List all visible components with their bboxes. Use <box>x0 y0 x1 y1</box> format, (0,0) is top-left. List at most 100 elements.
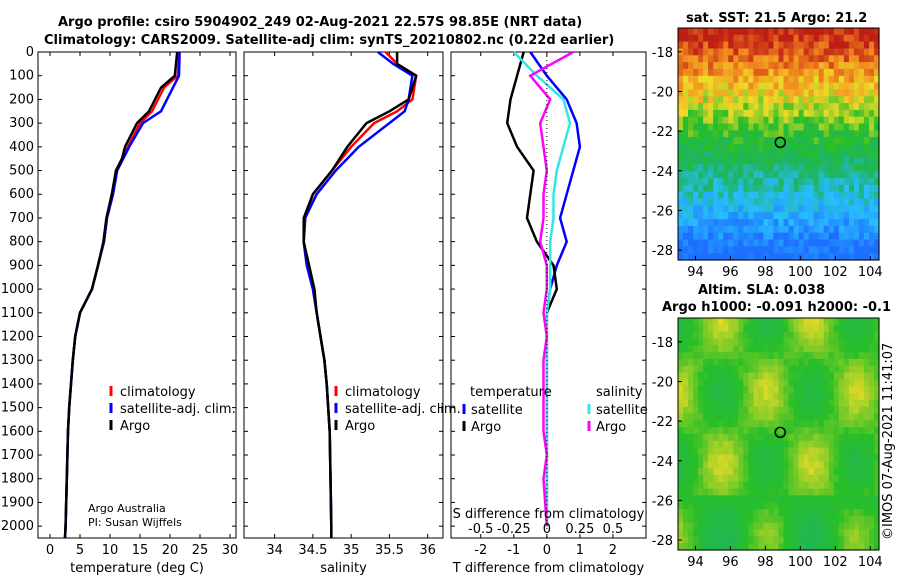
map-cell <box>828 89 835 97</box>
map-cell <box>678 393 684 401</box>
map-cell <box>843 413 850 421</box>
map-cell <box>818 454 825 462</box>
map-cell <box>823 536 830 544</box>
map-cell <box>843 96 850 104</box>
map-cell <box>718 219 724 227</box>
map-cell <box>763 239 769 247</box>
map-cell <box>688 509 694 517</box>
map-cell <box>778 393 785 401</box>
map-cell <box>823 48 830 56</box>
map-cell <box>748 440 754 449</box>
map-cell <box>683 372 689 380</box>
map-cell <box>718 157 724 165</box>
map-cell <box>788 536 795 544</box>
map-cell <box>723 427 729 435</box>
map-cell <box>728 386 734 394</box>
map-cell <box>758 365 764 374</box>
map-cell <box>808 157 815 165</box>
map-cell <box>818 509 825 517</box>
map-cell <box>823 157 830 165</box>
map-cell <box>848 495 855 503</box>
map-cell <box>678 474 684 483</box>
map-cell <box>808 338 815 346</box>
map-cell <box>718 358 724 367</box>
map-cell <box>723 89 729 97</box>
map-cell <box>823 474 830 483</box>
map-cell <box>848 103 855 111</box>
map-cell <box>833 157 840 165</box>
map-cell <box>718 184 724 193</box>
map-cell <box>813 137 820 145</box>
map-cell <box>828 318 835 326</box>
map-cell <box>788 253 795 261</box>
map-cell <box>693 420 699 428</box>
map-cell <box>688 75 694 84</box>
map-cell <box>758 536 764 544</box>
map-cell <box>688 68 694 77</box>
map-cell <box>728 144 734 152</box>
map-cell <box>708 454 714 462</box>
map-cell <box>798 75 805 84</box>
map-cell <box>863 406 870 415</box>
map-cell <box>869 130 875 138</box>
map-cell <box>678 62 684 70</box>
map-cell <box>869 331 875 339</box>
map-cell <box>703 365 709 374</box>
map-cell <box>813 372 820 380</box>
map-cell <box>763 529 769 537</box>
map-cell <box>783 406 790 415</box>
map-cell <box>843 318 850 326</box>
map-cell <box>683 481 689 490</box>
map-cell <box>838 48 845 56</box>
map-cell <box>678 157 684 165</box>
map-cell <box>763 116 769 125</box>
map-cell <box>733 379 739 387</box>
map-cell <box>803 488 810 496</box>
map-cell <box>874 82 880 90</box>
map-cell <box>823 191 830 200</box>
map-cell <box>823 529 830 537</box>
map-cell <box>678 345 684 353</box>
map-cell <box>748 406 754 415</box>
map-cell <box>708 440 714 449</box>
map-cell <box>843 89 850 97</box>
map-cell <box>678 89 684 97</box>
map-cell <box>723 130 729 138</box>
map-cell <box>803 164 810 172</box>
map-cell <box>718 130 724 138</box>
map-cell <box>778 232 785 241</box>
map-cell <box>813 358 820 367</box>
map-cell <box>783 372 790 380</box>
map-cell <box>733 103 739 111</box>
map-cell <box>874 184 880 193</box>
map-cell <box>783 509 790 517</box>
map-cell <box>738 468 744 476</box>
map-cell <box>848 137 855 145</box>
map-cell <box>833 413 840 421</box>
map-cell <box>803 345 810 353</box>
map-cell <box>853 55 860 63</box>
map-cell <box>703 232 709 241</box>
map-cell <box>838 365 845 374</box>
map-cell <box>848 123 855 131</box>
map-cell <box>768 178 775 186</box>
map-cell <box>728 461 734 469</box>
map-cell <box>793 427 800 435</box>
map-cell <box>728 157 734 165</box>
map-cell <box>713 352 719 360</box>
map-cell <box>683 365 689 374</box>
map-cell <box>718 386 724 394</box>
map-cell <box>708 318 714 326</box>
map-cell <box>723 440 729 449</box>
map-cell <box>693 358 699 367</box>
map-cell <box>808 137 815 145</box>
map-cell <box>853 239 860 247</box>
map-cell <box>683 331 689 339</box>
map-cell <box>793 522 800 531</box>
map-cell <box>798 331 805 339</box>
map-cell <box>708 75 714 84</box>
map-cell <box>748 495 754 503</box>
map-cell <box>858 253 865 261</box>
map-cell <box>848 253 855 261</box>
map-cell <box>783 68 790 77</box>
